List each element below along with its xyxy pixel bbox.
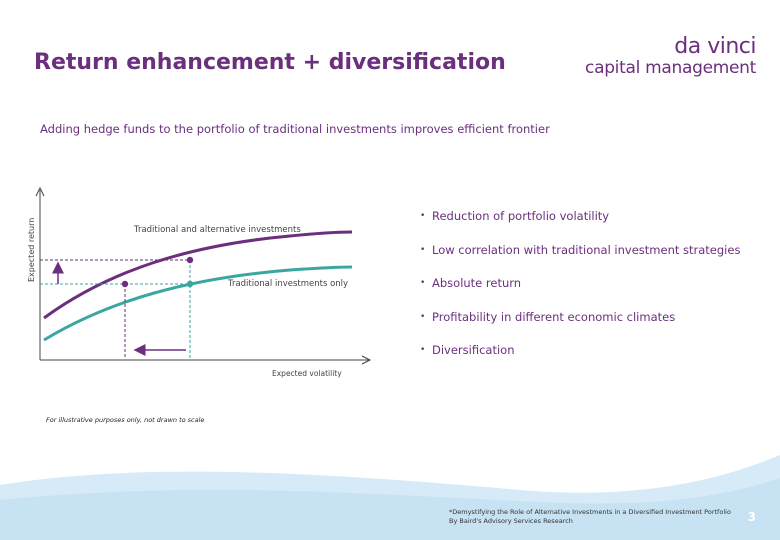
page-number: 3 xyxy=(747,510,756,524)
y-axis-arrow xyxy=(35,186,45,197)
list-item: • Diversification xyxy=(420,343,515,357)
lower-frontier-curve xyxy=(43,265,353,342)
upper-curve-label: Traditional and alternative investments xyxy=(133,225,301,235)
y-axis-label: Expected return xyxy=(27,218,36,282)
subtitle: Adding hedge funds to the portfolio of t… xyxy=(40,122,550,136)
lower-curve-label: Traditional investments only xyxy=(227,279,348,289)
logo-top-text: da vinci xyxy=(674,34,756,59)
logo-bottom-text: capital management xyxy=(585,58,756,78)
company-logo: da vinci capital management xyxy=(585,36,756,77)
upper-frontier-curve xyxy=(43,230,353,320)
list-item: • Reduction of portfolio volatility xyxy=(420,209,610,223)
x-axis-label: Expected volatility xyxy=(272,369,342,378)
source-line-2: By Baird's Advisory Services Research xyxy=(449,517,573,525)
x-axis-arrow xyxy=(361,355,372,365)
upper-point xyxy=(186,256,194,264)
list-item: • Absolute return xyxy=(420,276,522,290)
source-citation: *Demystifying the Role of Alternative In… xyxy=(449,508,731,526)
background-wave xyxy=(0,455,780,540)
benefits-list: • Reduction of portfolio volatility • Low … xyxy=(420,208,740,376)
lower-point-left xyxy=(121,280,129,288)
illustrative-footnote: For illustrative purposes only, not draw… xyxy=(46,416,205,424)
source-line-1: *Demystifying the Role of Alternative In… xyxy=(449,508,731,516)
list-item: • Profitability in different economic cli… xyxy=(420,309,676,324)
page-title: Return enhancement + diversification xyxy=(34,50,506,75)
list-item: • Low correlation with traditional invest… xyxy=(420,242,741,257)
lower-point-right xyxy=(186,280,194,288)
